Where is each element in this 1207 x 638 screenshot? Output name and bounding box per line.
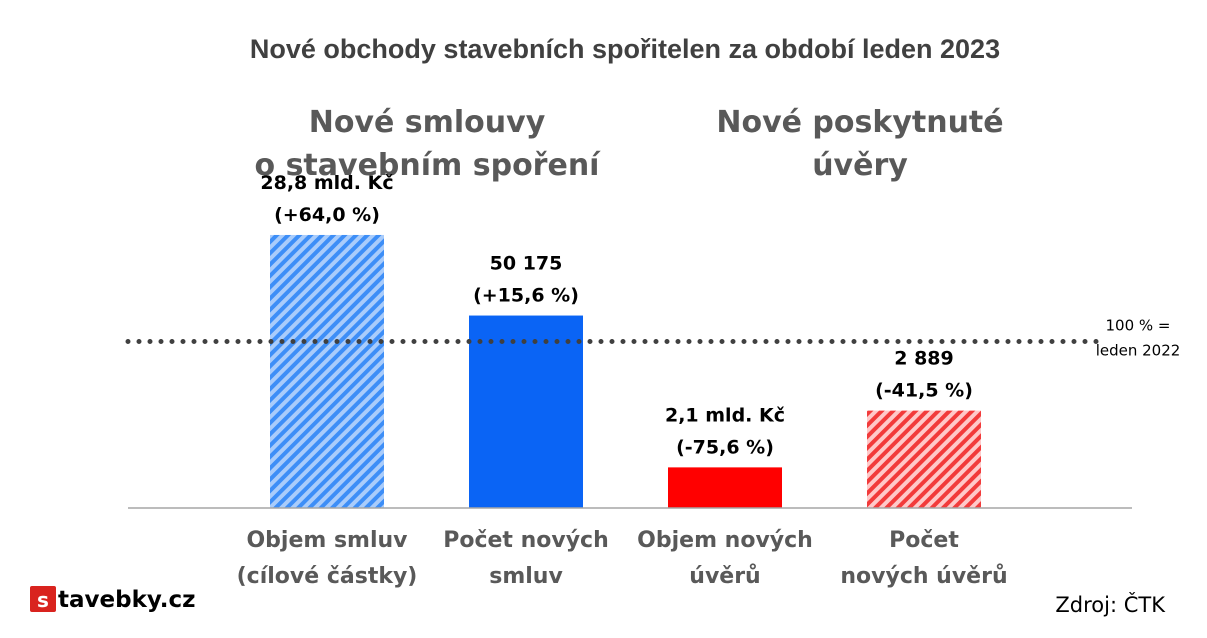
category-label-1-line-1: Objem smluv xyxy=(246,528,408,553)
data-label-1-line-1: 28,8 mld. Kč xyxy=(260,172,393,194)
bars xyxy=(270,234,981,508)
category-label-1-line-2: (cílové částky) xyxy=(237,564,418,589)
category-labels: Objem smluv (cílové částky) Počet nových sm… xyxy=(237,528,1008,589)
category-label-4-line-1: Počet xyxy=(889,528,959,553)
data-label-4-line-1: 2 889 xyxy=(894,348,954,370)
data-label-3-line-1: 2,1 mld. Kč xyxy=(665,404,785,426)
logo-text: tavebky.cz xyxy=(58,587,196,613)
group-label-savings-line-2: o stavebním spoření xyxy=(255,148,602,183)
bar-4 xyxy=(867,410,981,508)
category-label-2-line-1: Počet nových xyxy=(443,528,609,553)
bar-3 xyxy=(668,467,782,508)
data-label-1-line-2: (+64,0 %) xyxy=(274,204,380,226)
chart-title: Nové obchody stavebních spořitelen za ob… xyxy=(250,34,1000,64)
data-label-2-line-2: (+15,6 %) xyxy=(473,285,579,307)
reference-line-label-1: 100 % = xyxy=(1106,317,1171,335)
category-label-2-line-2: smluv xyxy=(489,564,563,589)
data-labels: 28,8 mld. Kč (+64,0 %) 50 175 (+15,6 %) 2,1 … xyxy=(260,172,973,458)
group-label-loans-line-1: Nové poskytnuté xyxy=(716,105,1003,140)
category-label-3-line-1: Objem nových xyxy=(637,528,813,553)
category-label-3-line-2: úvěrů xyxy=(689,564,760,589)
bar-1 xyxy=(270,234,384,508)
data-label-2-line-1: 50 175 xyxy=(490,253,563,275)
category-label-4-line-2: nových úvěrů xyxy=(840,564,1007,589)
source-note: Zdroj: ČTK xyxy=(1055,592,1166,617)
data-label-4-line-2: (-41,5 %) xyxy=(875,380,973,402)
group-label-savings-line-1: Nové smlouvy xyxy=(309,105,546,140)
logo: s tavebky.cz xyxy=(30,586,196,613)
logo-badge-letter: s xyxy=(37,588,49,612)
reference-line-label-2: leden 2022 xyxy=(1096,342,1181,360)
bar-2 xyxy=(469,315,583,508)
data-label-3-line-2: (-75,6 %) xyxy=(676,436,774,458)
logo-badge xyxy=(30,586,56,612)
group-label-savings: Nové smlouvy o stavebním spoření xyxy=(255,105,602,183)
group-label-loans-line-2: úvěry xyxy=(812,148,908,183)
group-label-loans: Nové poskytnuté úvěry xyxy=(716,105,1003,183)
